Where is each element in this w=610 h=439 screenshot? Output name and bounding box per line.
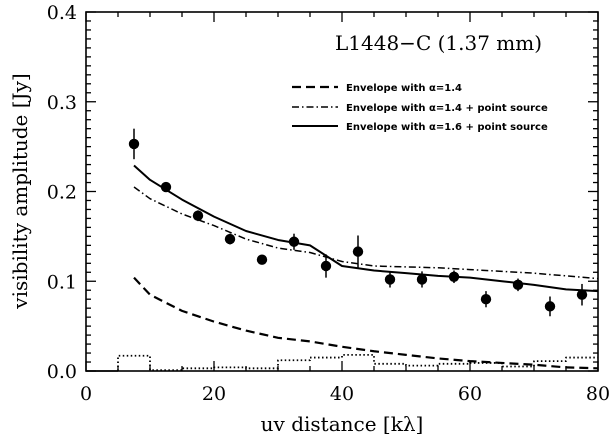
x-tick-label: 60 — [458, 383, 482, 405]
axis-ticks — [85, 11, 599, 372]
data-point — [544, 301, 556, 312]
data-point — [320, 260, 332, 272]
data-point — [352, 246, 364, 257]
y-tick-label: 0.4 — [47, 2, 77, 24]
data-point — [224, 233, 236, 245]
data-point — [512, 279, 524, 291]
series-line-1 — [133, 276, 599, 370]
legend-label-2: Envelope with α=1.4 + point source — [346, 103, 548, 114]
y-tick-label: 0.3 — [47, 92, 77, 114]
data-point — [384, 274, 396, 285]
data-point — [256, 254, 268, 265]
legend-label-3: Envelope with α=1.6 + point source — [346, 122, 548, 133]
data-point — [288, 236, 300, 247]
data-point — [416, 274, 428, 285]
data-points — [128, 128, 588, 317]
data-point — [576, 289, 588, 300]
data-point — [192, 210, 204, 221]
legend-label-1: Envelope with α=1.4 — [346, 83, 462, 94]
y-tick-label: 0.2 — [47, 182, 77, 204]
data-point — [160, 181, 172, 193]
x-tick-label: 0 — [80, 383, 92, 405]
series-line-2 — [133, 186, 599, 280]
y-tick-label: 0.1 — [47, 271, 77, 293]
chart-title: L1448−C (1.37 mm) — [335, 31, 542, 55]
series-line-4 — [117, 353, 598, 372]
axis-tick-labels: 0 20 40 60 80 0.0 0.1 0.2 0.3 0.4 — [47, 2, 610, 405]
y-tick-label: 0.0 — [47, 361, 77, 383]
model-curves — [86, 164, 599, 372]
x-tick-label: 40 — [330, 383, 354, 405]
x-axis-title: uv distance [kλ] — [261, 412, 424, 436]
legend: Envelope with α=1.4 Envelope with α=1.4 +… — [292, 83, 548, 133]
x-tick-label: 20 — [202, 383, 226, 405]
data-point — [128, 138, 140, 150]
y-axis-title: visibility amplitude [Jy] — [8, 73, 32, 309]
x-tick-label: 80 — [586, 383, 610, 405]
data-point — [448, 271, 460, 282]
plot-frame — [85, 11, 599, 372]
data-point — [480, 294, 492, 305]
